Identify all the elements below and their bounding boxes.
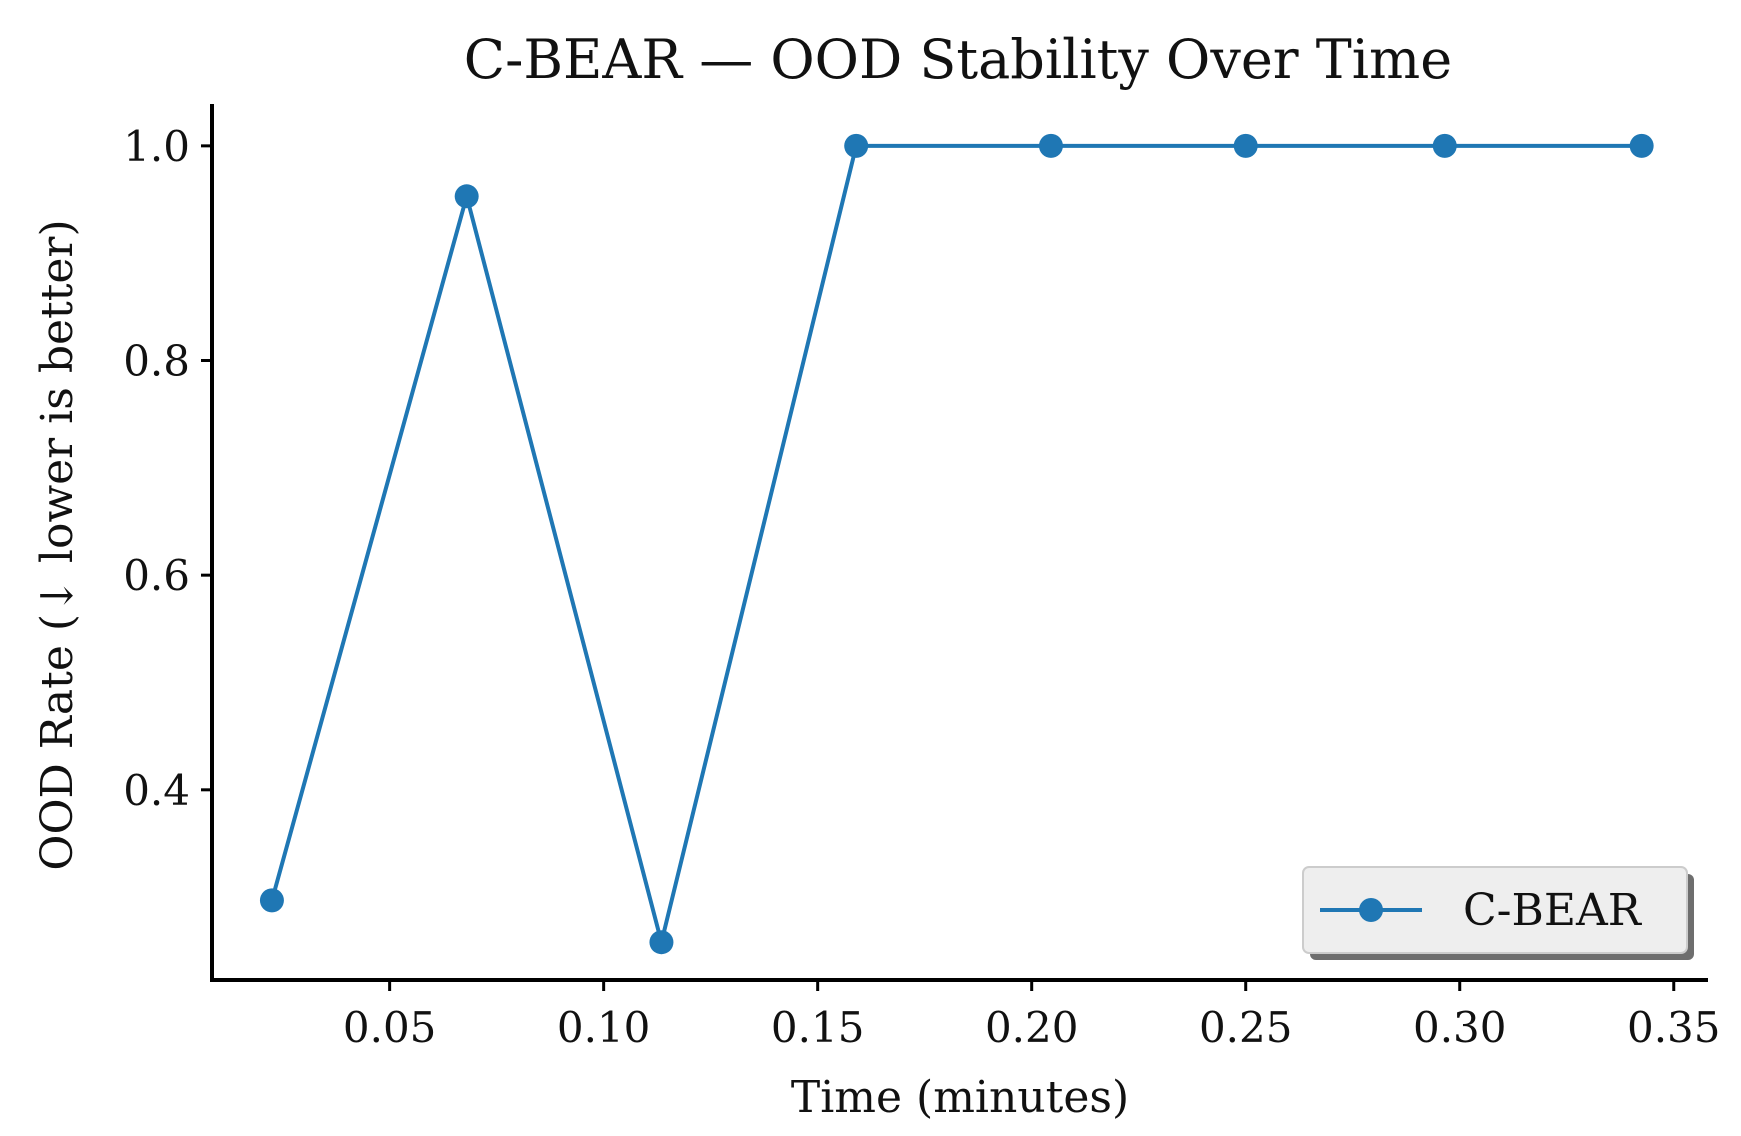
data-point[interactable] <box>1629 133 1654 158</box>
x-tick-label: 0.05 <box>343 1003 437 1052</box>
data-point[interactable] <box>259 888 284 913</box>
y-ticks: 0.4 0.6 0.8 1.0 <box>123 122 212 815</box>
y-tick-label: 1.0 <box>123 122 190 171</box>
chart-title: C-BEAR — OOD Stability Over Time <box>464 28 1452 91</box>
x-tick-label: 0.35 <box>1627 1003 1721 1052</box>
series-layer <box>259 133 1654 955</box>
x-tick-label: 0.30 <box>1413 1003 1507 1052</box>
legend-box <box>1302 866 1688 954</box>
legend-label: C-BEAR <box>1463 885 1643 936</box>
data-point[interactable] <box>454 184 479 209</box>
data-point[interactable] <box>1038 133 1063 158</box>
x-ticks: 0.05 0.10 0.15 0.20 0.25 0.30 0.35 <box>343 980 1721 1052</box>
legend[interactable]: C-BEAR <box>1302 866 1694 960</box>
y-tick-label: 0.4 <box>123 766 190 815</box>
x-axis-label: Time (minutes) <box>791 1072 1129 1123</box>
data-point[interactable] <box>1432 133 1457 158</box>
x-tick-label: 0.20 <box>985 1003 1079 1052</box>
plot-area: 0.05 0.10 0.15 0.20 0.25 0.30 0.35 0.4 0.6 0.8 1.… <box>123 104 1721 1052</box>
x-tick-label: 0.25 <box>1199 1003 1293 1052</box>
y-tick-label: 0.6 <box>123 551 190 600</box>
series-line-c-bear <box>269 143 1642 943</box>
y-axis-label: OOD Rate (↓ lower is better) <box>32 219 83 870</box>
data-point[interactable] <box>844 133 869 158</box>
x-tick-label: 0.10 <box>557 1003 651 1052</box>
data-point[interactable] <box>1233 133 1258 158</box>
y-tick-label: 0.8 <box>123 337 190 386</box>
legend-marker-swatch <box>1359 898 1383 922</box>
x-tick-label: 0.15 <box>771 1003 865 1052</box>
data-point[interactable] <box>649 930 674 955</box>
